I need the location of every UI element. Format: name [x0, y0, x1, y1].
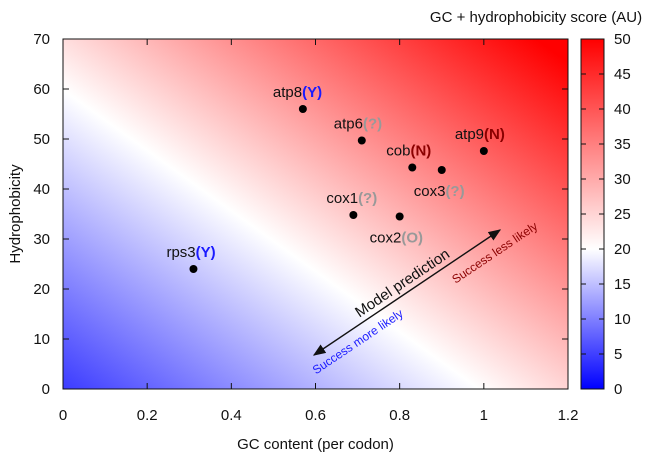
- model-prediction-arrow: [312, 229, 502, 356]
- x-tick-label: 0.6: [305, 407, 326, 424]
- colorbar-tick-label: 15: [614, 276, 631, 293]
- y-tick-label: 10: [33, 331, 50, 348]
- point-label-atp8: atp8(Y): [273, 84, 322, 101]
- colorbar-tick-label: 35: [614, 136, 631, 153]
- point-name: cob: [386, 143, 410, 160]
- y-tick-label: 20: [33, 281, 50, 298]
- point-name: atp8: [273, 84, 302, 101]
- y-tick-label: 60: [33, 81, 50, 98]
- x-tick-label: 1.2: [558, 407, 579, 424]
- point-tag: (?): [363, 116, 382, 133]
- y-axis-label: Hydrophobicity: [7, 164, 24, 264]
- data-point-atp9: [479, 147, 488, 155]
- point-tag: (Y): [302, 84, 322, 101]
- colorbar-tick-label: 25: [614, 206, 631, 223]
- point-name: rps3: [166, 244, 195, 261]
- point-label-cox3: cox3(?): [414, 183, 465, 200]
- point-name: atp9: [455, 126, 484, 143]
- colorbar-tick-label: 50: [614, 31, 631, 48]
- x-axis-label: GC content (per codon): [237, 436, 394, 453]
- point-label-rps3: rps3(Y): [166, 244, 215, 261]
- x-tick-label: 0.4: [221, 407, 242, 424]
- y-tick-label: 50: [33, 131, 50, 148]
- point-tag: (?): [358, 190, 377, 207]
- x-tick-label: 1: [480, 407, 488, 424]
- colorbar-tick-label: 0: [614, 381, 622, 398]
- y-tick-label: 30: [33, 231, 50, 248]
- point-tag: (N): [410, 143, 431, 160]
- data-point-cob: [408, 163, 417, 172]
- data-point-atp6: [357, 136, 366, 145]
- y-tick-label: 40: [33, 181, 50, 198]
- point-name: cox2: [370, 230, 402, 247]
- colorbar-tick-label: 30: [614, 171, 631, 188]
- x-tick-label: 0: [59, 407, 67, 424]
- y-tick-label: 0: [42, 381, 50, 398]
- data-point-rps3: [189, 265, 198, 273]
- point-label-atp6: atp6(?): [334, 116, 382, 133]
- data-point-cox2: [395, 212, 404, 221]
- point-label-atp9: atp9(N): [455, 126, 505, 143]
- point-tag: (Y): [196, 244, 216, 261]
- data-point-cox1: [349, 211, 358, 219]
- point-tag: (O): [401, 230, 423, 247]
- point-name: atp6: [334, 116, 363, 133]
- point-name: cox1: [326, 190, 358, 207]
- point-tag: (?): [445, 183, 464, 200]
- data-point-atp8: [298, 105, 307, 113]
- colorbar-tick-label: 10: [614, 311, 631, 328]
- data-point-cox3: [437, 166, 446, 174]
- point-label-cox2: cox2(O): [370, 230, 423, 247]
- y-tick-label: 70: [33, 31, 50, 48]
- colorbar-tick-label: 5: [614, 346, 622, 363]
- colorbar-tick-label: 40: [614, 101, 631, 118]
- point-tag: (N): [484, 126, 505, 143]
- point-label-cob: cob(N): [386, 143, 431, 160]
- point-label-cox1: cox1(?): [326, 190, 377, 207]
- colorbar-label: GC + hydrophobicity score (AU): [430, 9, 642, 26]
- point-name: cox3: [414, 183, 446, 200]
- x-tick-label: 0.8: [389, 407, 410, 424]
- colorbar-tick-label: 20: [614, 241, 631, 258]
- x-tick-label: 0.2: [137, 407, 158, 424]
- colorbar-tick-label: 45: [614, 66, 631, 83]
